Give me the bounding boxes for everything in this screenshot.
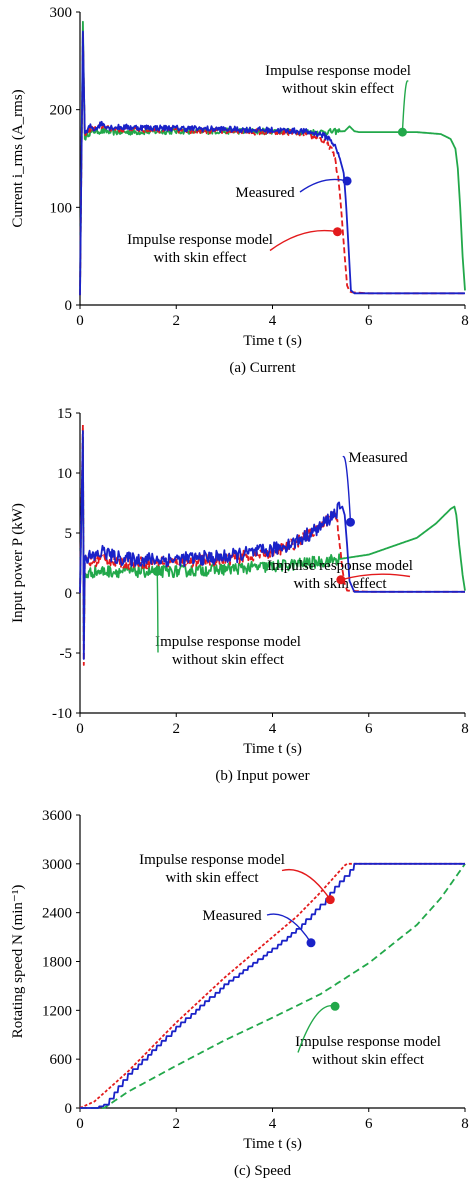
series-line-0 (79, 30, 466, 296)
annotation-label: with skin effect (165, 870, 259, 886)
annotation-leader (281, 868, 331, 901)
annotation-label: Impulse response model (155, 634, 301, 650)
annotation-marker (342, 176, 352, 186)
y-tick-label: 300 (50, 5, 73, 21)
annotation-marker (306, 938, 316, 948)
series-line-0 (79, 862, 466, 1109)
x-tick-label: 4 (269, 1116, 277, 1132)
x-tick-label: 0 (76, 313, 84, 329)
x-tick-label: 2 (173, 1116, 181, 1132)
y-tick-label: 3600 (42, 808, 72, 824)
annotation-label: Measured (235, 185, 295, 201)
x-tick-label: 0 (76, 721, 84, 737)
x-tick-label: 0 (76, 1116, 84, 1132)
annotation-marker (330, 1001, 340, 1011)
annotation-label: with skin effect (153, 250, 247, 266)
x-tick-label: 6 (365, 313, 373, 329)
series-line-0 (79, 430, 466, 660)
annotation-marker (332, 227, 342, 237)
y-tick-label: 0 (65, 298, 73, 314)
chart-current: 0 100 200 300 0 2 4 6 8 Time t (s) Current i_rms (… (10, 5, 469, 376)
x-tick-label: 8 (461, 313, 469, 329)
annotation-label: Measured (348, 450, 408, 466)
y-tick-label: 600 (50, 1052, 73, 1068)
chart-caption: (b) Input power (215, 768, 309, 784)
annotation-marker (325, 895, 335, 905)
y-tick-label: 200 (50, 103, 73, 119)
x-tick-label: 6 (365, 1116, 373, 1132)
y-tick-label: 15 (57, 406, 72, 422)
y-tick-label: -5 (60, 646, 73, 662)
annotation-label: Impulse response model (139, 852, 285, 868)
annotation-leader (342, 455, 352, 523)
x-tick-label: 8 (461, 721, 469, 737)
annotation-marker (397, 127, 407, 137)
y-tick-label: 5 (65, 526, 73, 542)
annotation-label: Impulse response model (295, 1034, 441, 1050)
x-tick-label: 4 (269, 721, 277, 737)
annotation-label: without skin effect (172, 652, 285, 668)
series-line-2 (79, 863, 466, 1109)
y-axis-label: Input power P (kW) (10, 503, 26, 623)
annotation-label: Impulse response model (267, 558, 413, 574)
y-tick-label: 1800 (42, 955, 72, 971)
annotation-leader (401, 80, 409, 133)
y-tick-label: 10 (57, 466, 72, 482)
series-line-2 (79, 436, 466, 642)
y-tick-label: 3000 (42, 857, 72, 873)
annotation-marker (345, 517, 355, 527)
chart-power: -10 -5 0 5 10 15 0 2 4 6 8 Time t (s) Input power P … (10, 406, 469, 784)
annotation-marker (336, 575, 346, 585)
x-tick-label: 6 (365, 721, 373, 737)
x-tick-label: 2 (173, 721, 181, 737)
x-axis-label: Time t (s) (243, 741, 302, 757)
y-tick-label: 1200 (42, 1003, 72, 1019)
y-tick-label: 2400 (42, 906, 72, 922)
annotation-label: without skin effect (312, 1052, 425, 1068)
x-axis-label: Time t (s) (243, 1136, 302, 1152)
chart-caption: (a) Current (229, 360, 296, 376)
annotation-leader (266, 913, 312, 944)
annotation-leader (269, 229, 338, 252)
annotation-label: Impulse response model (265, 63, 411, 79)
chart-caption: (c) Speed (234, 1163, 292, 1179)
y-tick-label: 100 (50, 200, 73, 216)
x-tick-label: 4 (269, 313, 277, 329)
y-tick-label: 0 (65, 1101, 73, 1117)
series-line-1 (79, 862, 466, 1109)
y-axis-label: Current i_rms (A_rms) (10, 89, 26, 227)
chart-speed: 0 600 1200 1800 2400 3000 3600 0 2 4 6 8 Time t (s) R… (10, 808, 469, 1179)
y-tick-label: -10 (52, 706, 72, 722)
annotation-leader (340, 573, 411, 581)
annotation-label: Impulse response model (127, 232, 273, 248)
annotation-label: Measured (202, 908, 262, 924)
y-axis-label: Rotating speed N (min⁻¹) (10, 885, 26, 1039)
x-axis-label: Time t (s) (243, 333, 302, 349)
y-tick-label: 0 (65, 586, 73, 602)
x-tick-label: 8 (461, 1116, 469, 1132)
annotation-label: without skin effect (282, 81, 395, 97)
x-tick-label: 2 (173, 313, 181, 329)
annotation-marker (152, 566, 162, 576)
